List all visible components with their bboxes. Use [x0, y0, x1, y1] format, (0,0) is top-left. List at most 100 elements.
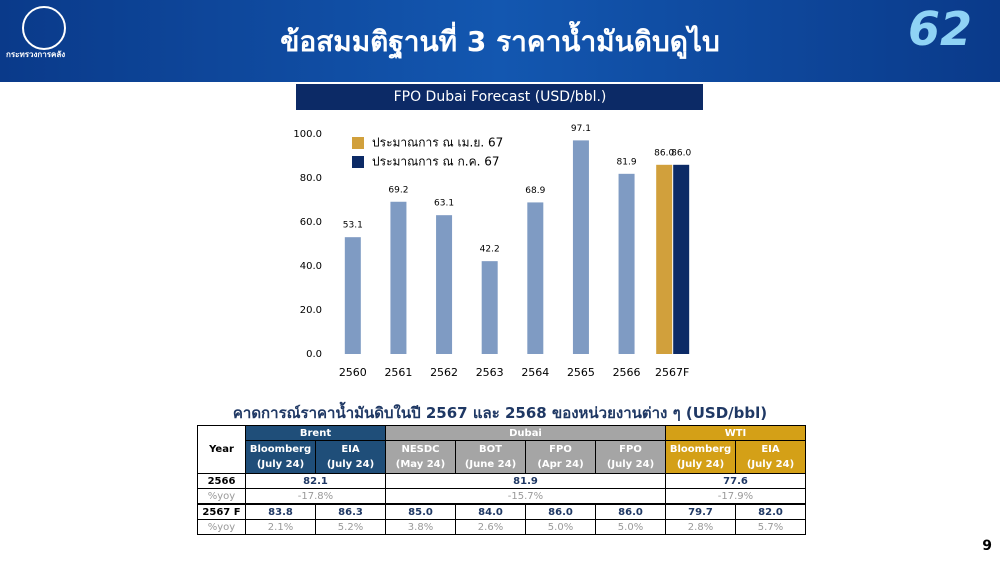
source-name: NESDC — [401, 444, 440, 455]
source-name: FPO — [619, 444, 642, 455]
x-tick-label: 2563 — [476, 366, 504, 379]
y-tick-label: 40.0 — [300, 261, 322, 272]
source-name: EIA — [341, 444, 360, 455]
cell: 83.8 — [245, 503, 316, 520]
logo-text: กระทรวงการคลัง — [6, 50, 66, 59]
bar — [481, 261, 498, 354]
data-label: 86.0 — [654, 148, 674, 158]
group-header: Brent — [245, 425, 386, 441]
x-tick-label: 2561 — [384, 366, 412, 379]
bar — [390, 201, 407, 354]
page-number: 9 — [982, 538, 992, 554]
cell: -17.8% — [245, 488, 386, 505]
row-label: 2566 — [197, 473, 246, 489]
cell: 5.7% — [735, 519, 806, 535]
cell: 5.2% — [315, 519, 386, 535]
x-tick-label: 2566 — [613, 366, 641, 379]
source-period: (July 24) — [326, 459, 375, 470]
source-name: Bloomberg — [669, 444, 732, 455]
cell: 5.0% — [525, 519, 596, 535]
data-label: 42.2 — [480, 245, 500, 255]
group-header: Dubai — [385, 425, 666, 441]
x-tick-label: 2564 — [521, 366, 549, 379]
source-name: EIA — [761, 444, 780, 455]
source-header: BOT (June 24) — [455, 440, 526, 474]
bar — [673, 164, 690, 354]
cell: -17.9% — [665, 488, 806, 505]
table-title: คาดการณ์ราคาน้ำมันดิบในปี 2567 และ 2568 … — [232, 404, 768, 422]
x-tick-label: 2562 — [430, 366, 458, 379]
cell: 86.3 — [315, 503, 386, 520]
source-period: (July 24) — [676, 459, 725, 470]
chart-title-box — [296, 84, 703, 110]
bar — [656, 164, 673, 354]
x-tick-label: 2565 — [567, 366, 595, 379]
source-period: (Apr 24) — [537, 459, 584, 470]
cell: 77.6 — [665, 473, 806, 489]
data-label: 86.0 — [671, 148, 691, 158]
source-period: (July 24) — [256, 459, 305, 470]
anniversary-logo: 62 — [907, 2, 972, 56]
cell: 86.0 — [525, 503, 596, 520]
cell: 2.6% — [455, 519, 526, 535]
bar — [572, 140, 589, 354]
bar — [344, 237, 361, 354]
data-label: 53.1 — [343, 221, 363, 231]
header: กระทรวงการคลัง ข้อสมมติฐานที่ 3 ราคาน้ำม… — [0, 0, 1000, 82]
y-tick-label: 0.0 — [306, 349, 322, 360]
cell: 86.0 — [595, 503, 666, 520]
source-period: (July 24) — [606, 459, 655, 470]
group-header: WTI — [665, 425, 806, 441]
source-name: FPO — [549, 444, 572, 455]
cell: 79.7 — [665, 503, 736, 520]
y-tick-label: 20.0 — [300, 305, 322, 316]
corner-cell: Year — [197, 425, 246, 474]
source-name: Bloomberg — [249, 444, 312, 455]
data-row: 2567 F 83.8 86.3 85.0 84.0 86.0 86.0 79.7 82.0 — [197, 503, 806, 520]
data-row: %yoy -17.8% -15.7% -17.9% — [197, 488, 806, 505]
source-row: Bloomberg (July 24) EIA (July 24) NESDC (May … — [198, 440, 806, 474]
data-row: %yoy 2.1% 5.2% 3.8% 2.6% 5.0% 5.0% 2.8% 5.7% — [197, 519, 806, 535]
forecast-table: Year Brent Dubai WTI Bloomberg (July 24) EIA (J… — [197, 425, 806, 535]
source-name: BOT — [479, 444, 502, 455]
cell: 5.0% — [595, 519, 666, 535]
row-label: %yoy — [197, 488, 246, 505]
bar — [436, 215, 453, 354]
legend-swatch — [352, 137, 364, 149]
logo — [22, 6, 66, 50]
cell: 85.0 — [385, 503, 456, 520]
legend-swatch — [352, 156, 364, 168]
chart-title: FPO Dubai Forecast (USD/bbl.) — [394, 89, 607, 105]
source-header: Bloomberg (July 24) — [245, 440, 316, 474]
y-tick-label: 80.0 — [300, 173, 322, 184]
cell: 81.9 — [385, 473, 666, 489]
row-label: 2567 F — [197, 503, 246, 520]
bar — [618, 173, 635, 354]
cell: 82.1 — [245, 473, 386, 489]
cell: 2.1% — [245, 519, 316, 535]
cell: 82.0 — [735, 503, 806, 520]
data-label: 68.9 — [525, 186, 545, 196]
data-row: 2566 82.1 81.9 77.6 — [197, 473, 806, 489]
cell: 2.8% — [665, 519, 736, 535]
slide-title: ข้อสมมติฐานที่ 3 ราคาน้ำมันดิบดูไบ — [280, 25, 720, 58]
source-header: FPO (July 24) — [595, 440, 666, 474]
x-tick-label: 2567F — [655, 366, 689, 379]
source-header: EIA (July 24) — [315, 440, 386, 474]
cell: 84.0 — [455, 503, 526, 520]
legend-label: ประมาณการ ณ เม.ย. 67 — [372, 136, 503, 150]
data-label: 81.9 — [617, 157, 637, 167]
bar — [527, 202, 544, 354]
y-tick-label: 100.0 — [293, 129, 322, 140]
data-label: 97.1 — [571, 124, 591, 134]
source-header: NESDC (May 24) — [385, 440, 456, 474]
data-label: 63.1 — [434, 199, 454, 209]
group-row: Year Brent Dubai WTI — [197, 425, 806, 474]
legend-label: ประมาณการ ณ ก.ค. 67 — [372, 155, 500, 169]
y-tick-label: 60.0 — [300, 217, 322, 228]
source-header: FPO (Apr 24) — [525, 440, 596, 474]
x-tick-label: 2560 — [339, 366, 367, 379]
source-period: (June 24) — [464, 459, 517, 470]
source-header: Bloomberg (July 24) — [665, 440, 736, 474]
